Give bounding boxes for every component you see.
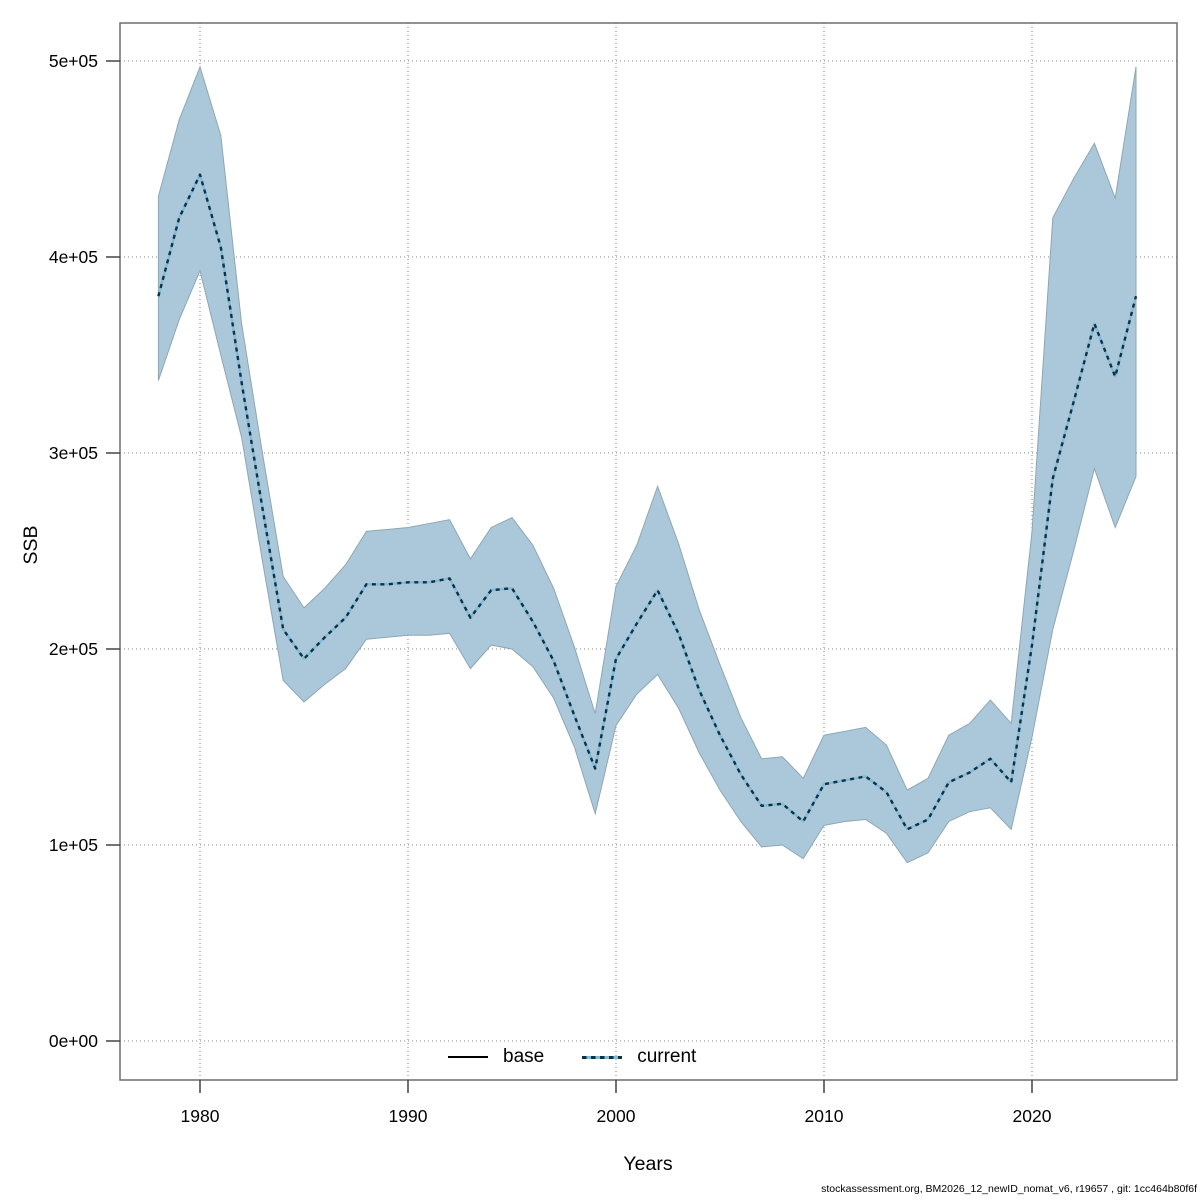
legend-base-label: base: [503, 1046, 545, 1067]
x-tick-label: 2000: [597, 1106, 636, 1126]
x-tick-label: 1990: [389, 1106, 428, 1126]
x-tick-label: 2010: [805, 1106, 844, 1126]
legend-current-label: current: [637, 1046, 697, 1067]
axis-ticks: [106, 60, 1033, 1093]
y-tick-label: 2e+05: [49, 639, 98, 659]
y-tick-label: 3e+05: [49, 443, 98, 463]
x-axis-title: Years: [623, 1153, 672, 1175]
y-tick-label: 1e+05: [49, 835, 98, 855]
current-line-underlay: [157, 173, 1138, 831]
y-tick-label: 0e+00: [49, 1031, 98, 1051]
y-axis-title: SSB: [20, 525, 42, 564]
data-lines: [157, 173, 1138, 831]
x-tick-label: 2020: [1013, 1106, 1052, 1126]
plot-border: [119, 22, 1178, 1081]
axis-tick-labels: 1980 1990 2000 2010 2020 0e+00 1e+05 2e+05 3e+05…: [49, 51, 1052, 1126]
legend-current-line-sample: [582, 1055, 623, 1059]
y-tick-label: 4e+05: [49, 247, 98, 267]
y-tick-label: 5e+05: [49, 51, 98, 71]
legend: base current: [448, 1046, 696, 1068]
x-tick-label: 1980: [181, 1106, 220, 1126]
confidence-band-polygon: [157, 65, 1137, 864]
legend-base-line-sample: [448, 1055, 488, 1059]
confidence-band: [157, 65, 1137, 864]
footer-text: stockassessment.org, BM2026_12_newID_nom…: [821, 1183, 1197, 1195]
